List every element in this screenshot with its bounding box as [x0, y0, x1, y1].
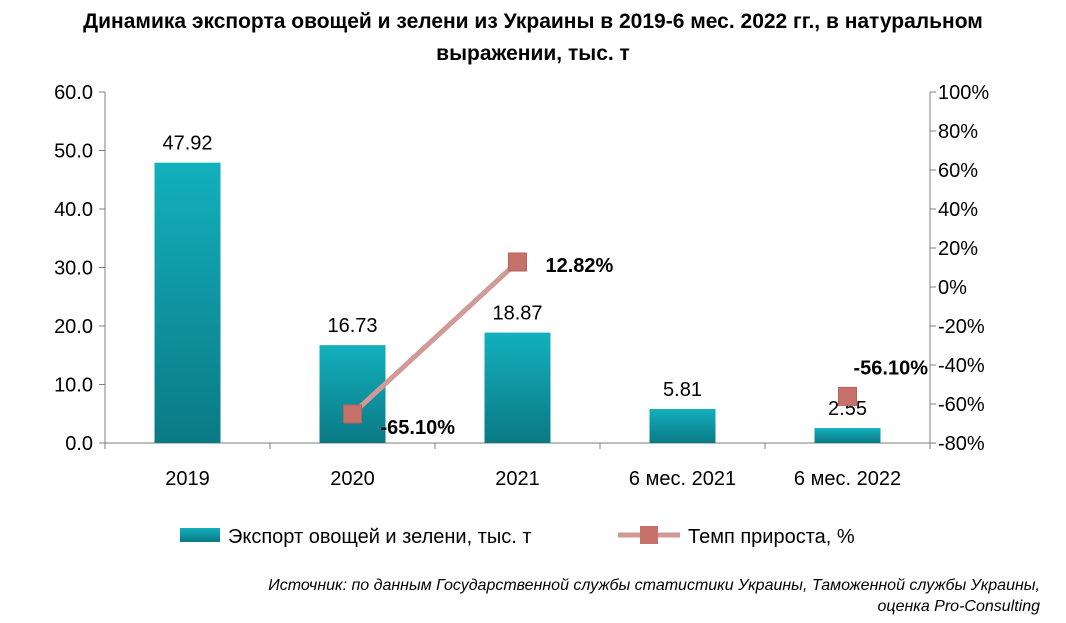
right-axis-tick-label: 0% — [938, 277, 967, 299]
right-axis-tick-label: 40% — [938, 199, 978, 221]
left-axis-tick-label: 0.0 — [65, 433, 93, 455]
legend-line-marker — [640, 526, 658, 544]
line-marker — [838, 386, 857, 406]
left-axis-tick-label: 30.0 — [54, 258, 93, 280]
line-segment — [350, 260, 520, 416]
bar — [154, 162, 221, 443]
left-axis-tick-label: 40.0 — [54, 199, 93, 221]
legend-line-label: Темп прироста, % — [688, 526, 855, 548]
x-axis-category-label: 2021 — [495, 468, 540, 490]
legend-bar-label: Экспорт овощей и зелени, тыс. т — [228, 526, 532, 548]
bar-value-label: 5.81 — [663, 379, 702, 401]
line-data-labels: -65.10% 12.82% -56.10% — [381, 255, 929, 439]
left-axis-tick-label: 20.0 — [54, 316, 93, 338]
x-axis-category-label: 6 мес. 2021 — [629, 468, 736, 490]
bar-value-label: 18.87 — [492, 303, 542, 325]
chart-title: Динамика экспорта овощей и зелени из Укр… — [0, 6, 1066, 70]
line-marker — [343, 404, 362, 424]
right-axis-tick-label: -80% — [938, 433, 985, 455]
x-axis-tick-labels: 2019 2020 2021 6 мес. 2021 6 мес. 2022 — [165, 468, 901, 490]
source-line-2: оценка Pro-Consulting — [877, 598, 1040, 615]
left-axis-tick-label: 60.0 — [54, 82, 93, 104]
chart-title-line-1: Динамика экспорта овощей и зелени из Укр… — [83, 10, 983, 33]
left-axis-tick-label: 10.0 — [54, 375, 93, 397]
x-axis-category-label: 6 мес. 2022 — [794, 468, 901, 490]
line-value-label: 12.82% — [546, 255, 614, 277]
bar-series — [154, 162, 881, 443]
bar-value-label: 47.92 — [162, 133, 212, 155]
right-axis-tick-label: 20% — [938, 238, 978, 260]
bar — [484, 332, 551, 443]
bar-value-label: 2.55 — [828, 398, 867, 420]
right-axis-tick-label: 80% — [938, 121, 978, 143]
x-axis-category-label: 2020 — [330, 468, 375, 490]
right-axis-tick-label: 60% — [938, 160, 978, 182]
source-line-1: Источник: по данным Государственной служ… — [268, 577, 1040, 594]
bar — [814, 428, 881, 443]
bar-value-label: 16.73 — [327, 315, 377, 337]
line-marker — [508, 252, 527, 272]
x-axis-category-label: 2019 — [165, 468, 210, 490]
right-axis-tick-label: -20% — [938, 316, 985, 338]
right-axis-tick-label: 100% — [938, 82, 989, 104]
chart-axes: 0.010.020.030.040.050.060.0-80%-60%-40%-… — [54, 82, 989, 455]
legend: Экспорт овощей и зелени, тыс. т Темп прир… — [180, 526, 855, 548]
left-axis-tick-label: 50.0 — [54, 141, 93, 163]
line-value-label: -65.10% — [381, 417, 456, 439]
right-axis-tick-label: -60% — [938, 394, 985, 416]
legend-bar-swatch — [180, 528, 220, 542]
right-axis-tick-label: -40% — [938, 355, 985, 377]
line-series — [343, 252, 857, 424]
line-value-label: -56.10% — [854, 357, 929, 379]
bar-data-labels: 47.92 16.73 18.87 5.81 2.55 — [162, 133, 867, 420]
source-note: Источник: по данным Государственной служ… — [40, 575, 1040, 617]
chart-title-line-2: выражении, тыс. т — [436, 42, 630, 65]
bar — [649, 409, 716, 443]
